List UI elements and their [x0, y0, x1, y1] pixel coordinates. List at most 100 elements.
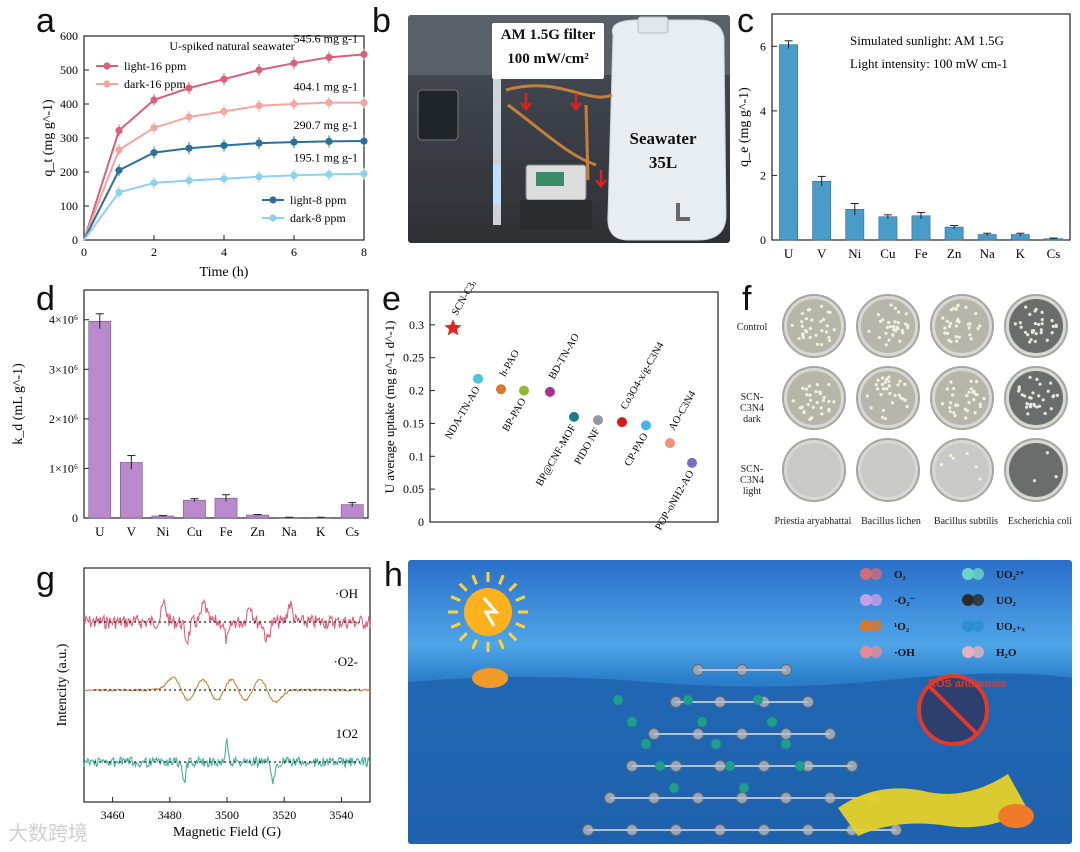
bacterial-colony — [1033, 321, 1037, 326]
bacterial-colony — [819, 343, 824, 347]
bacterial-colony — [969, 387, 973, 391]
bacterial-colony — [897, 393, 901, 397]
y-axis-label: Intencity (a.u.) — [55, 643, 70, 726]
y-tick-label: 0 — [760, 233, 766, 247]
bacterial-colony — [1055, 393, 1059, 397]
bacterial-colony — [1050, 331, 1054, 335]
bacterial-colony — [887, 320, 891, 325]
bacterial-colony — [821, 317, 826, 322]
point-label: BP@CNF-MOF — [534, 423, 578, 489]
panel-f-antibacterial: Control SCN-C3N4 dark SCN-C3N4 light Pri… — [728, 282, 1080, 542]
bacterial-colony — [1035, 405, 1039, 409]
uranyl-ion — [683, 695, 693, 705]
bacterial-colony — [881, 318, 885, 322]
bacterial-colony — [804, 317, 808, 321]
bacterial-colony — [819, 304, 824, 308]
point-label: AO-C3N4 — [667, 389, 699, 433]
bacterial-colony — [1017, 385, 1021, 389]
bacterial-colony — [974, 465, 978, 469]
bacterial-colony — [964, 416, 968, 420]
bar — [944, 226, 964, 241]
legend-label: light-8 ppm — [290, 193, 347, 207]
illustration-h-mechanism: O₂ UO₂²⁺ ·O₂⁻ UO₂ ¹O₂ UO₂₊ₓ ·OH H₂O ROS antibio… — [408, 560, 1072, 844]
bacterial-colony — [948, 406, 952, 410]
dish-agar — [787, 443, 841, 497]
bacterial-colony — [1049, 381, 1053, 385]
panel-label-c: c — [737, 2, 754, 40]
chart-title: U-spiked natural seawater — [169, 39, 294, 53]
bacterial-colony — [1024, 305, 1028, 309]
uranyl-ion — [655, 761, 665, 771]
legend-molecule-icon — [972, 594, 984, 606]
bar — [88, 320, 112, 519]
bacterial-colony — [955, 319, 959, 323]
end-value-label: 195.1 mg g-1 — [294, 151, 358, 165]
legend-label: dark-8 ppm — [290, 211, 346, 225]
filter-text-1: AM 1.5G filter — [500, 27, 596, 43]
bacterial-colony — [1038, 382, 1042, 386]
chart-d-distribution-coefficient: 0 1×10⁶ 2×10⁶ 3×10⁶ 4×10⁶ k_d (mL g^-1) U V Ni Cu… — [11, 289, 369, 539]
bacterial-colony — [948, 410, 952, 414]
x-axis-label: Magnetic Field (G) — [173, 825, 281, 840]
y-tick-label: 0.3 — [409, 318, 424, 332]
x-tick-label: Zn — [947, 246, 962, 261]
bacterial-colony — [884, 377, 889, 381]
bacterial-colony — [827, 335, 831, 339]
panel-label-f: f — [742, 280, 752, 318]
chart-e-uptake-comparison: 0 0.05 0.1 0.15 0.2 0.25 0.3 U average uptake (… — [382, 282, 719, 532]
bar — [779, 44, 798, 241]
x-tick-label: K — [1016, 246, 1026, 261]
bacterial-colony — [1032, 479, 1037, 483]
sun-ray — [508, 632, 518, 642]
legend-molecule-icon — [962, 594, 974, 606]
data-point-star — [444, 319, 462, 336]
bacterial-colony — [965, 451, 969, 456]
sun-ray — [450, 622, 461, 629]
bacterial-colony — [1028, 312, 1032, 316]
bar — [812, 180, 832, 241]
y-tick-label: 0.05 — [403, 482, 424, 496]
watermark: 大数跨境 — [8, 821, 88, 845]
bacterial-colony — [895, 325, 899, 329]
seawater-text-1: Seawater — [629, 129, 697, 148]
end-value-label: 290.7 mg g-1 — [294, 118, 358, 132]
bacterial-colony — [951, 456, 955, 460]
col-label-ecoli: Escherichia coli — [1007, 516, 1073, 527]
bacterial-colony — [1013, 322, 1017, 326]
col-label-bacillus-lichen: Bacillus lichen — [861, 516, 921, 527]
bacterial-colony — [819, 319, 823, 324]
legend-molecule-icon — [972, 568, 984, 580]
data-point — [545, 386, 555, 397]
bacterial-colony — [1039, 331, 1043, 335]
bacterial-colony — [791, 399, 795, 403]
bar — [119, 462, 143, 519]
bacterial-colony — [948, 401, 953, 405]
x-tick-label: Na — [282, 524, 297, 539]
legend-label: UO₂²⁺ — [996, 569, 1025, 581]
bacterial-colony — [1040, 318, 1044, 322]
bacterial-colony — [815, 383, 820, 387]
filter-text-2: 100 mW/cm² — [507, 51, 589, 67]
x-tick-label: 4 — [221, 245, 227, 259]
bacterial-colony — [1035, 377, 1039, 381]
x-tick-label: 3460 — [101, 808, 125, 822]
bacterial-colony — [832, 400, 836, 404]
x-tick-label: 0 — [81, 245, 87, 259]
y-axis-label: q_t (mg g^-1) — [41, 99, 56, 177]
bacterial-colony — [882, 387, 886, 391]
bacterial-colony — [1026, 412, 1030, 416]
bacterial-colony — [904, 312, 908, 316]
uranyl-ion — [641, 739, 651, 749]
bacterial-colony — [1018, 321, 1022, 325]
no-bacteria-slash — [927, 684, 979, 736]
x-tick-label: 3500 — [215, 808, 239, 822]
bacterial-colony — [797, 336, 801, 341]
bacterial-colony — [1040, 322, 1044, 326]
bacterial-colony — [1037, 394, 1041, 398]
uranyl-ion — [711, 739, 721, 749]
bacterial-colony — [1034, 332, 1038, 336]
bacterial-colony — [888, 324, 893, 329]
bacterial-colony — [827, 399, 831, 404]
sun-ray — [458, 632, 468, 642]
bacterial-colony — [896, 310, 901, 314]
